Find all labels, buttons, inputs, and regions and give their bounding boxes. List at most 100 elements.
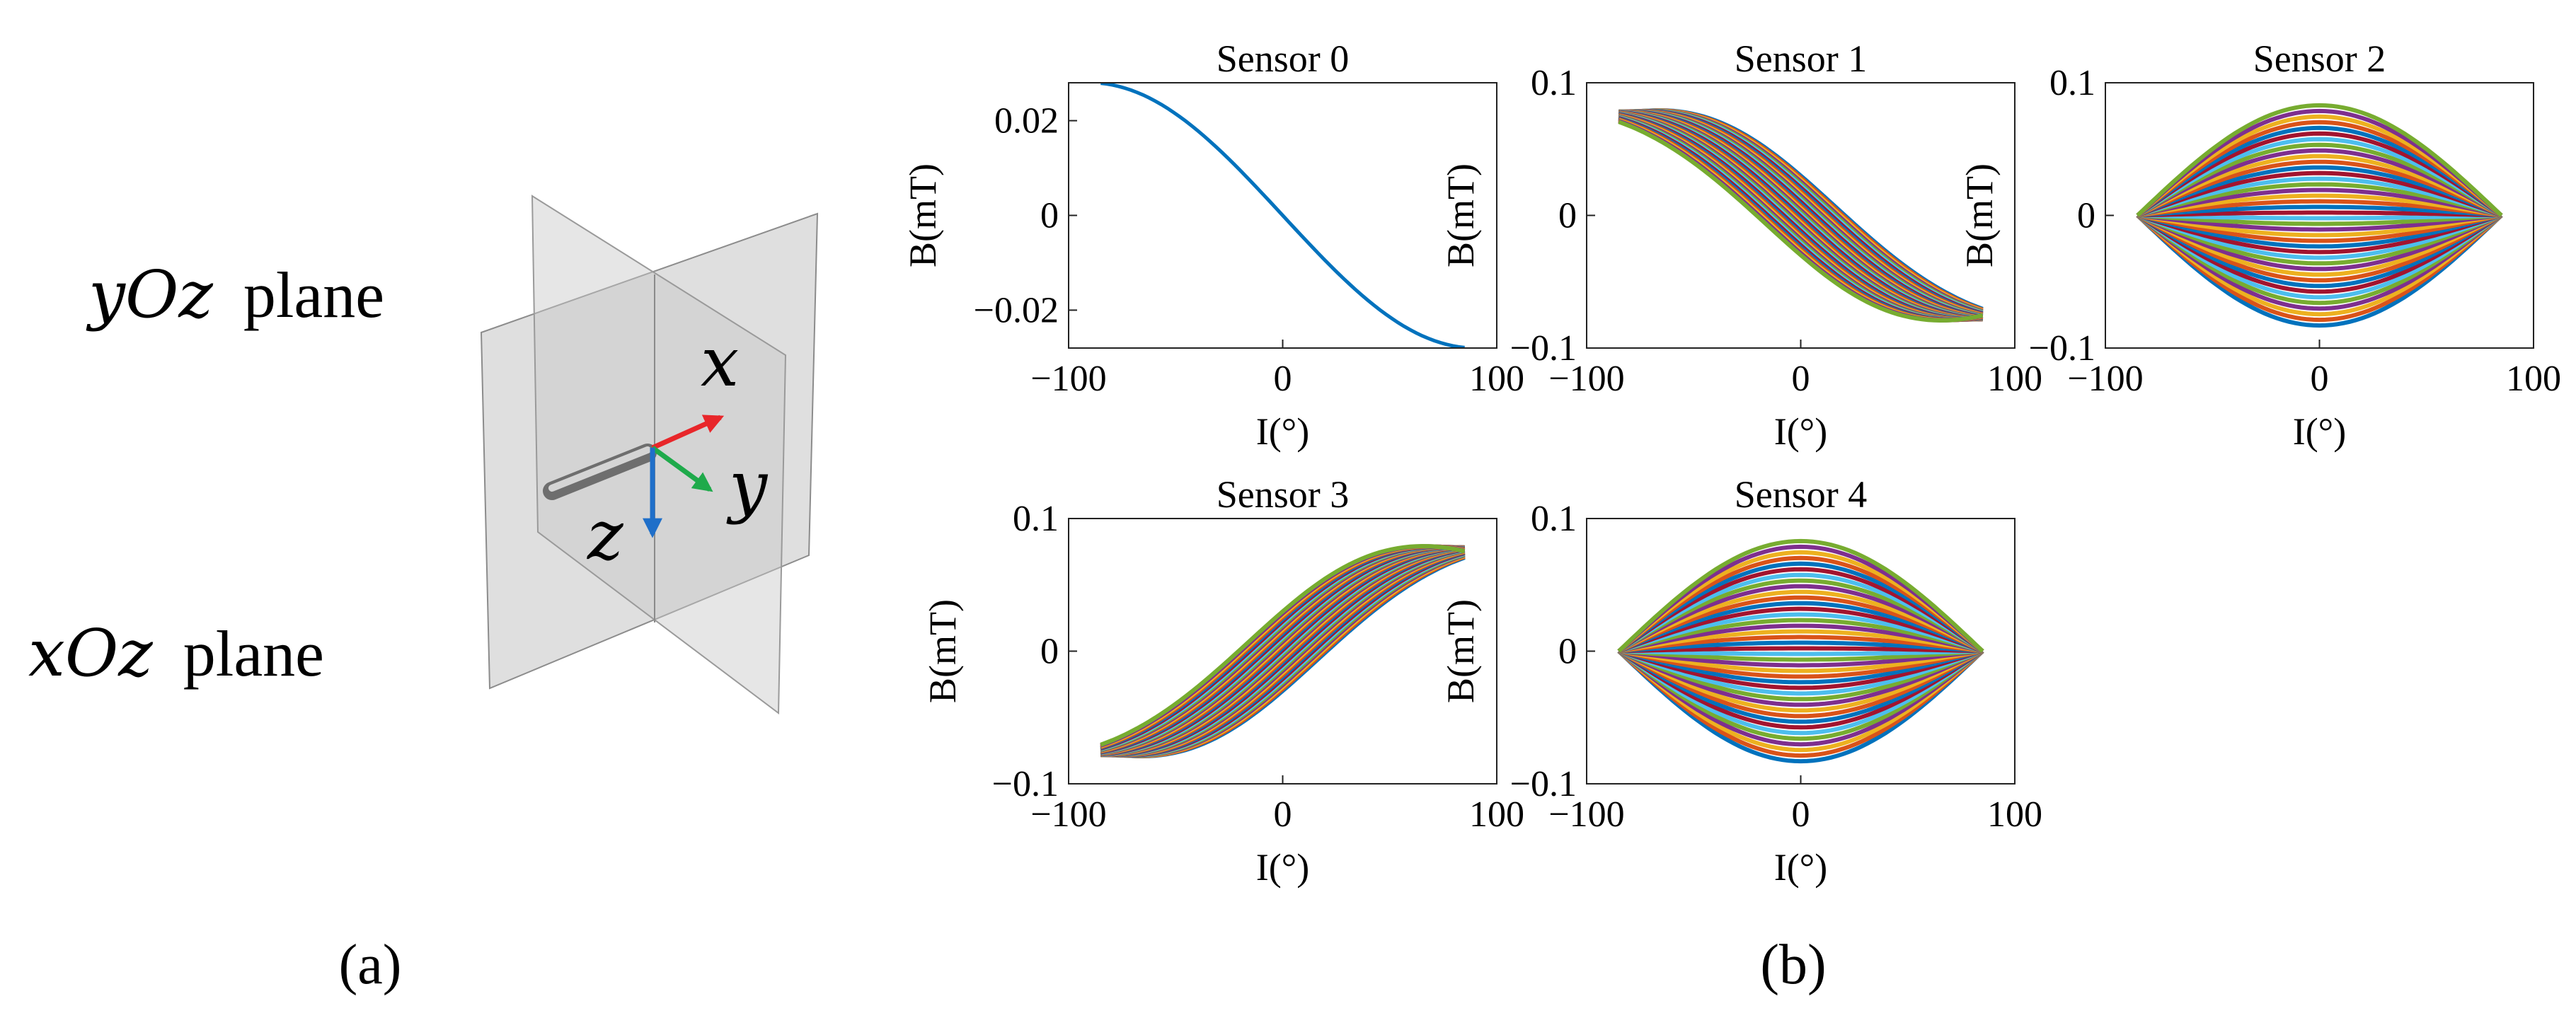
x-axis-label: I(°) [2293, 410, 2347, 453]
chart-title: Sensor 4 [1735, 473, 1868, 516]
series-line [2136, 103, 2503, 217]
series-line [2137, 213, 2502, 277]
series-line [2137, 213, 2502, 255]
series-line [2137, 213, 2502, 226]
y-tick-label: 0.1 [1531, 499, 1577, 539]
series-line [1618, 595, 1984, 654]
series-line [1617, 649, 1984, 764]
y-tick-label: 0.02 [994, 101, 1059, 141]
series-line [2137, 210, 2502, 218]
series-line [1617, 649, 1984, 747]
x-axis-label: I(°) [1774, 846, 1828, 888]
series-line [2136, 125, 2503, 217]
y-tick-label: 0.1 [1531, 63, 1577, 103]
x-axis-label: I(°) [1256, 846, 1310, 888]
series-line [2136, 142, 2503, 218]
x-tick-label: 0 [1792, 794, 1810, 835]
series-group [1100, 83, 1465, 348]
series-line [2137, 182, 2502, 218]
series-line [1617, 649, 1984, 719]
y-tick-label: 0.1 [1013, 499, 1059, 539]
series-line [1618, 629, 1984, 654]
x-tick-label: 100 [1469, 794, 1524, 835]
series-line [2136, 120, 2503, 217]
x-tick-label: 100 [2506, 359, 2561, 399]
series-line [1618, 649, 1984, 673]
series-line [1618, 606, 1984, 654]
series-line [1618, 649, 1984, 702]
series-line [1617, 550, 1984, 653]
y-axis-label: B(mT) [1439, 163, 1482, 267]
series-line [1617, 649, 1984, 741]
x-tick-label: 0 [2311, 359, 2329, 399]
series-line [1618, 640, 1983, 654]
y-tick-label: −0.02 [974, 290, 1059, 330]
y-axis-label: y [726, 446, 769, 526]
series-line [2136, 213, 2503, 289]
x-tick-label: 100 [1469, 359, 1524, 399]
series-group [2136, 103, 2503, 328]
series-line [2137, 159, 2502, 218]
x-tick-label: −100 [1030, 359, 1106, 399]
series-line [1618, 120, 1984, 323]
series-line [1618, 649, 1984, 690]
series-line [2136, 214, 2503, 317]
series-line [1617, 649, 1984, 724]
y-tick-label: −0.1 [2029, 328, 2095, 369]
y-axis-arrow [650, 446, 713, 492]
series-line [2137, 165, 2502, 218]
rod [543, 444, 657, 500]
series-group [1618, 108, 1984, 323]
series-line [2136, 137, 2503, 218]
series-line [1617, 584, 1984, 654]
series-line [2137, 213, 2502, 232]
series-line [1618, 601, 1984, 654]
xoz-word: plane [183, 618, 324, 690]
y-tick-label: 0.1 [2049, 63, 2095, 103]
series-line [2137, 154, 2502, 218]
xoz-math: xOz [28, 615, 153, 691]
series-line [1617, 567, 1984, 653]
series-line [2136, 214, 2503, 306]
series-line [1618, 635, 1983, 654]
x-tick-label: −100 [2067, 359, 2143, 399]
series-line [2137, 187, 2502, 218]
y-tick-label: 0 [2077, 196, 2095, 236]
series-group [1617, 538, 1984, 764]
y-tick-label: 0 [1558, 196, 1577, 236]
series-line [2137, 176, 2502, 218]
series-line [1618, 612, 1984, 654]
y-axis-label: B(mT) [921, 599, 964, 703]
chart-title: Sensor 2 [2253, 37, 2386, 80]
series-line [1617, 572, 1984, 654]
chart-sensor-3: −100 0 100 0.1 0 −0.1 Sensor 3 I(°) B(mT) [921, 473, 1524, 888]
x-tick-label: −100 [1548, 359, 1624, 399]
series-line [1617, 649, 1984, 753]
series-line [2137, 213, 2502, 272]
y-tick-label: 0 [1040, 196, 1059, 236]
x-axis-arrow [651, 415, 725, 451]
x-tick-label: 100 [1987, 794, 2042, 835]
yoz-math: yOz [86, 257, 213, 332]
series-line [2137, 170, 2502, 218]
x-axis-label: I(°) [1774, 410, 1828, 453]
series-line [1617, 649, 1984, 758]
chart-sensor-0: −100 0 100 0.02 0 −0.02 Sensor 0 I(°) B(mT) [902, 37, 1524, 453]
series-line [2136, 148, 2503, 218]
series-line [1618, 649, 1983, 656]
series-line [2136, 131, 2503, 217]
series-line [1618, 649, 1984, 685]
series-line [1618, 646, 1983, 654]
yoz-plane-label: yOz plane [86, 257, 384, 332]
x-axis-label: I(°) [1256, 410, 1310, 453]
series-group [1100, 543, 1466, 759]
series-line [2136, 114, 2503, 217]
chart-title: Sensor 1 [1735, 37, 1868, 80]
x-tick-label: −100 [1548, 794, 1624, 835]
panel-b-charts: −100 0 100 0.02 0 −0.02 Sensor 0 I(°) B(mT) −100 0… [902, 37, 2561, 888]
series-line [1617, 561, 1984, 653]
series-line [1617, 555, 1984, 653]
series-line [2137, 213, 2502, 260]
series-line [2136, 214, 2503, 328]
